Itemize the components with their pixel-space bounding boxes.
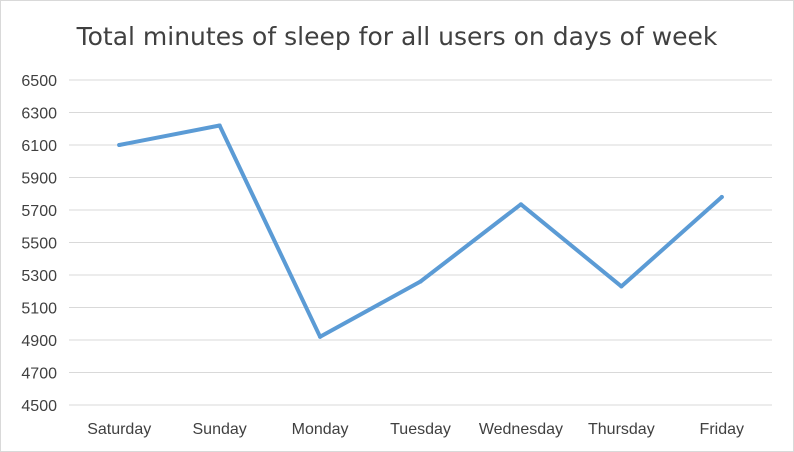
y-tick-label: 6100 — [21, 138, 57, 155]
y-axis-tick-labels: 4500 4700 4900 5100 5300 5500 5700 5900 6100 6300… — [21, 73, 57, 415]
x-tick-label: Wednesday — [479, 421, 563, 438]
gridlines — [69, 79, 772, 406]
y-tick-label: 6300 — [21, 106, 57, 123]
x-tick-label: Saturday — [87, 421, 151, 438]
data-point — [217, 123, 222, 128]
x-tick-label: Friday — [700, 421, 744, 438]
series-line — [117, 123, 724, 339]
y-tick-label: 4900 — [21, 333, 57, 350]
y-tick-label: 4700 — [21, 366, 57, 383]
data-point — [619, 284, 624, 289]
data-point — [318, 334, 323, 339]
x-tick-label: Thursday — [588, 421, 655, 438]
x-axis-tick-labels: Saturday Sunday Monday Tuesday Wednesday Thur… — [87, 421, 744, 438]
data-point — [418, 279, 423, 284]
x-tick-label: Sunday — [193, 421, 247, 438]
series-layer — [117, 123, 724, 339]
y-tick-label: 5300 — [21, 268, 57, 285]
x-tick-label: Tuesday — [390, 421, 451, 438]
y-tick-label: 4500 — [21, 398, 57, 415]
y-tick-label: 5100 — [21, 301, 57, 318]
y-tick-label: 5700 — [21, 203, 57, 220]
data-point — [117, 143, 122, 147]
y-tick-label: 5500 — [21, 236, 57, 253]
x-tick-label: Monday — [292, 421, 349, 438]
chart-title: Total minutes of sleep for all users on … — [76, 22, 718, 51]
data-point — [719, 195, 724, 199]
data-point — [518, 202, 523, 207]
y-tick-label: 6500 — [21, 73, 57, 90]
y-tick-label: 5900 — [21, 171, 57, 188]
